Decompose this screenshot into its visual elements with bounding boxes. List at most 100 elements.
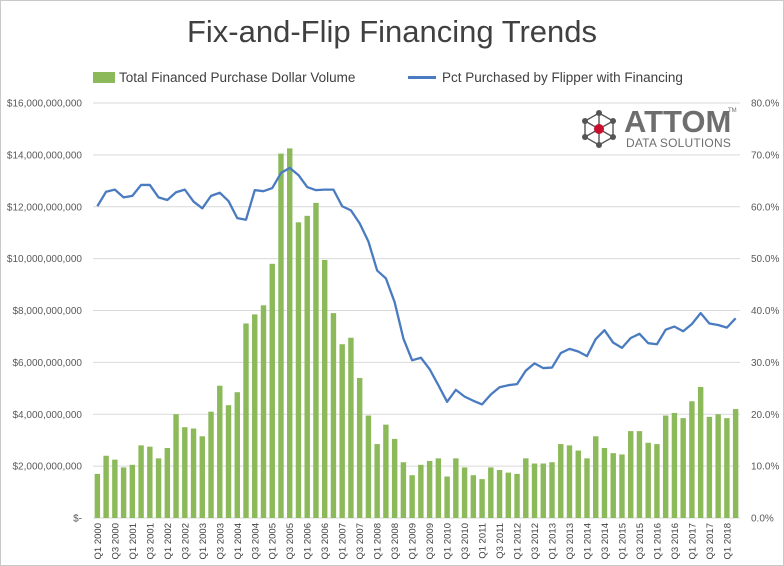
bar xyxy=(636,431,643,518)
x-tick-label: Q1 2015 xyxy=(617,523,628,559)
x-tick-label: Q3 2017 xyxy=(705,523,716,559)
x-tick-label: Q1 2010 xyxy=(443,523,454,559)
logo-trademark: TM xyxy=(728,108,737,114)
x-tick-label: Q1 2016 xyxy=(652,523,663,559)
bar xyxy=(627,431,634,518)
bar xyxy=(120,467,127,518)
bar xyxy=(225,405,232,518)
bar xyxy=(400,462,407,518)
y-left-tick-label: $12,000,000,000 xyxy=(7,202,83,213)
x-tick-label: Q1 2003 xyxy=(198,523,209,559)
bar xyxy=(488,467,494,518)
bar xyxy=(94,473,101,518)
y-right-tick-label: 50.0% xyxy=(751,254,779,265)
x-tick-label: Q3 2016 xyxy=(670,523,681,559)
bar xyxy=(654,444,660,518)
legend-item-pct-flipper: Pct Purchased by Flipper with Financing xyxy=(408,68,683,86)
bar xyxy=(531,463,538,518)
bar xyxy=(313,202,319,518)
x-tick-label: Q3 2004 xyxy=(250,523,261,559)
attom-logo: ATTOM TM DATA SOLUTIONS xyxy=(578,104,738,154)
y-right-tick-label: 20.0% xyxy=(751,410,779,421)
x-tick-label: Q1 2012 xyxy=(513,523,524,559)
bar xyxy=(182,427,188,518)
bar xyxy=(593,436,599,518)
bar xyxy=(426,460,433,518)
bar xyxy=(514,473,520,518)
bar xyxy=(330,313,337,518)
y-right-tick-label: 60.0% xyxy=(751,202,779,213)
x-tick-label: Q1 2002 xyxy=(163,523,174,559)
bar xyxy=(680,418,686,518)
y-right-tick-label: 70.0% xyxy=(751,150,779,161)
x-tick-label: Q3 2010 xyxy=(460,523,471,559)
bar xyxy=(252,314,258,518)
bar xyxy=(269,263,275,518)
y-left-tick-label: $8,000,000,000 xyxy=(12,306,82,317)
bar xyxy=(435,458,442,518)
bar xyxy=(662,415,669,518)
bar xyxy=(383,424,389,518)
x-tick-label: Q1 2009 xyxy=(408,523,419,559)
x-tick-label: Q1 2011 xyxy=(478,523,489,559)
bar xyxy=(129,464,136,518)
bar xyxy=(164,447,171,518)
y-right-tick-label: 80.0% xyxy=(751,99,779,110)
bar xyxy=(365,415,372,518)
bar xyxy=(540,463,546,518)
bar xyxy=(234,392,240,518)
x-tick-label: Q1 2014 xyxy=(582,523,593,559)
bar xyxy=(374,444,380,518)
bar xyxy=(558,444,564,518)
bar xyxy=(304,215,310,518)
x-tick-label: Q3 2003 xyxy=(215,523,226,559)
bar xyxy=(295,222,302,518)
bar xyxy=(505,472,512,518)
bar xyxy=(278,153,284,518)
x-tick-label: Q3 2015 xyxy=(635,523,646,559)
bar xyxy=(671,412,678,518)
bar xyxy=(496,470,503,518)
y-left-tick-label: $10,000,000,000 xyxy=(7,254,83,265)
bar xyxy=(724,418,730,518)
x-tick-label: Q3 2012 xyxy=(530,523,541,559)
bar xyxy=(418,464,424,518)
y-right-tick-label: 30.0% xyxy=(751,358,779,369)
bar xyxy=(155,458,162,518)
bar xyxy=(208,411,214,518)
x-tick-label: Q3 2008 xyxy=(390,523,401,559)
x-tick-label: Q1 2006 xyxy=(303,523,314,559)
x-tick-label: Q3 2007 xyxy=(355,523,366,559)
x-tick-label: Q3 2013 xyxy=(565,523,576,559)
bar xyxy=(173,414,179,518)
bar xyxy=(147,446,153,518)
bar xyxy=(479,479,485,518)
bar xyxy=(610,453,616,518)
x-tick-label: Q1 2000 xyxy=(93,523,104,559)
bar xyxy=(584,458,590,518)
y-right-tick-label: 0.0% xyxy=(751,514,774,525)
bar xyxy=(217,385,223,518)
bar xyxy=(356,377,363,518)
legend-label-financed-volume: Total Financed Purchase Dollar Volume xyxy=(119,69,356,85)
x-tick-label: Q3 2009 xyxy=(425,523,436,559)
x-tick-label: Q3 2011 xyxy=(495,523,506,559)
bar xyxy=(575,450,581,518)
bar xyxy=(348,337,354,518)
logo-tagline: DATA SOLUTIONS xyxy=(626,136,732,150)
bar xyxy=(619,454,625,518)
bar xyxy=(549,462,555,518)
bar xyxy=(697,387,704,518)
y-left-tick-label: $14,000,000,000 xyxy=(7,150,83,161)
x-tick-label: Q1 2017 xyxy=(687,523,698,559)
bar xyxy=(112,459,118,518)
bar xyxy=(103,455,109,518)
x-tick-label: Q3 2002 xyxy=(180,523,191,559)
bar xyxy=(715,414,721,518)
legend-bar-swatch xyxy=(93,71,115,83)
y-left-tick-label: $6,000,000,000 xyxy=(12,358,82,369)
bar xyxy=(199,436,206,518)
legend-line-swatch xyxy=(408,75,436,79)
series-line xyxy=(96,166,737,406)
